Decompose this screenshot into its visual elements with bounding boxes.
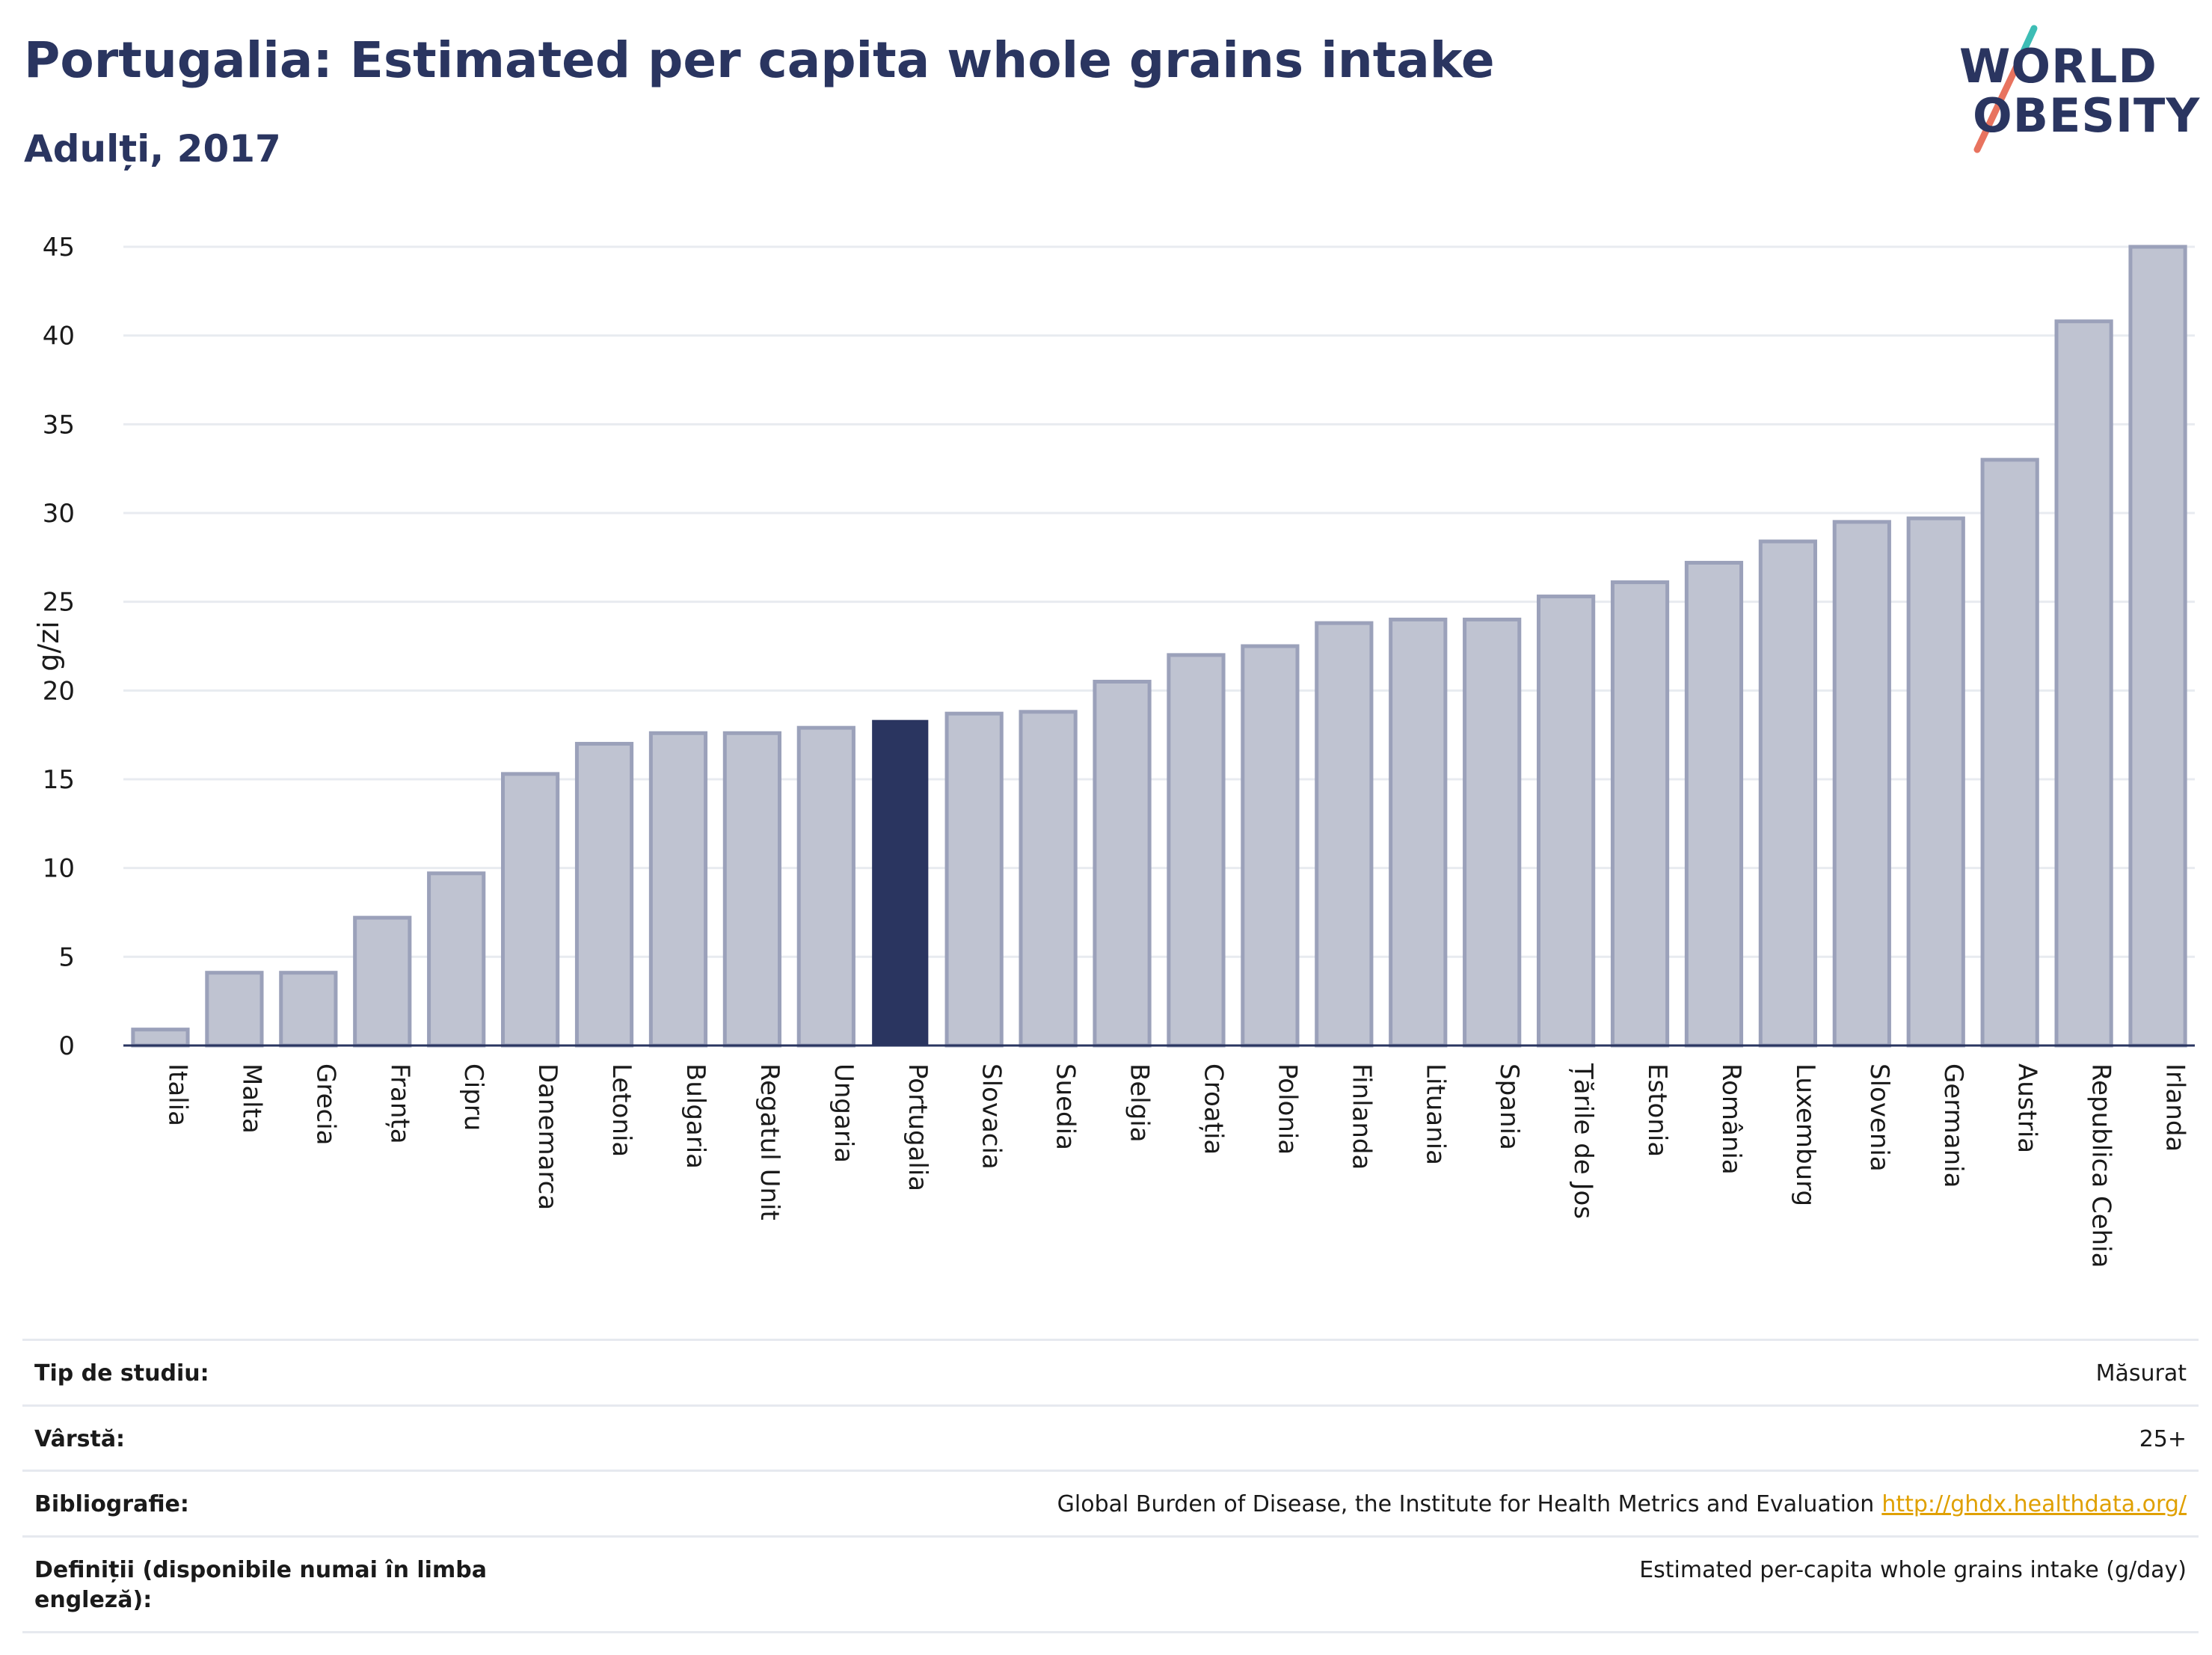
bar-țările-de-jos (1537, 595, 1596, 1048)
bar-italia (131, 1028, 190, 1048)
x-tick-label: Slovenia (1864, 1063, 1894, 1172)
bibliography-link[interactable]: http://ghdx.healthdata.org/ (1881, 1491, 2187, 1517)
x-tick-label: Spania (1494, 1063, 1524, 1150)
y-tick-label: 30 (43, 499, 75, 529)
tick-labels: 0 5 10 15 20 25 30 35 40 45 g/zi Italia Malta Grecia F… (32, 233, 2190, 1268)
info-row-bibliography: Bibliografie: Global Burden of Disease, … (22, 1470, 2199, 1535)
x-tick-label: Bulgaria (681, 1063, 710, 1169)
x-tick-label: Finlanda (1346, 1063, 1376, 1170)
info-label: Vârstă: (34, 1425, 126, 1452)
x-tick-label: Estonia (1642, 1063, 1672, 1157)
bar-croația (1167, 653, 1226, 1048)
info-table: Tip de studiu: Măsurat Vârstă: 25+ Bibli… (22, 1339, 2199, 1633)
x-tick-label: Germania (1938, 1063, 1968, 1188)
x-tick-label: Ungaria (829, 1063, 858, 1163)
info-value: Global Burden of Disease, the Institute … (1057, 1490, 2187, 1520)
chart-title: Portugalia: Estimated per capita whole g… (24, 31, 1495, 89)
info-value: Măsurat (2095, 1360, 2187, 1387)
bar-slovenia (1832, 520, 1891, 1048)
x-tick-label: Luxemburg (1790, 1063, 1820, 1206)
y-tick-label: 35 (43, 410, 75, 440)
x-tick-label: Regatul Unit (755, 1063, 784, 1220)
x-tick-label: Irlanda (2160, 1063, 2190, 1152)
y-tick-label: 45 (43, 233, 75, 262)
bar-bulgaria (648, 731, 708, 1048)
bibliography-text: Global Burden of Disease, the Institute … (1057, 1491, 1875, 1517)
y-tick-label: 25 (43, 588, 75, 618)
bar-suedia (1019, 710, 1078, 1048)
x-tick-label: România (1716, 1063, 1746, 1175)
world-obesity-logo: WORLD OBESITY (1944, 21, 2199, 163)
y-tick-label: 20 (43, 676, 75, 706)
bar-luxemburg (1758, 539, 1817, 1048)
info-row-age: Vârstă: 25+ (22, 1404, 2199, 1470)
logo-slash-bottom (1973, 61, 2021, 153)
logo-slash-top (2014, 25, 2038, 68)
x-tick-label: Cipru (458, 1063, 488, 1131)
logo-text-obesity: OBESITY (1973, 88, 2201, 143)
y-tick-label: 5 (58, 942, 75, 972)
info-row-definitions: Definiții (disponibile numai în limba en… (22, 1535, 2199, 1633)
bar-regatul-unit (722, 731, 781, 1048)
x-tick-label: Suedia (1051, 1063, 1081, 1150)
bar-polonia (1241, 644, 1300, 1048)
bar-danemarca (501, 772, 560, 1048)
x-tick-label: Republica Cehia (2086, 1063, 2116, 1268)
bar-franța (353, 915, 412, 1048)
bar-cipru (427, 871, 486, 1048)
x-tick-label: Malta (236, 1063, 266, 1134)
bar-grecia (279, 971, 338, 1048)
bars (131, 245, 2187, 1048)
chart-subtitle: Adulți, 2017 (24, 127, 281, 171)
bar-portugalia (872, 719, 929, 1046)
x-tick-label: Austria (2012, 1063, 2042, 1153)
info-value: Estimated per-capita whole grains intake… (1639, 1556, 2187, 1583)
y-tick-label: 40 (43, 322, 75, 351)
y-axis-label: g/zi (32, 621, 65, 671)
info-row-study-type: Tip de studiu: Măsurat (22, 1339, 2199, 1404)
bar-ungaria (796, 725, 855, 1048)
x-tick-label: Portugalia (903, 1063, 933, 1191)
info-label: Bibliografie: (34, 1491, 189, 1517)
x-tick-label: Danemarca (532, 1063, 562, 1210)
info-value: 25+ (2139, 1425, 2187, 1452)
bar-spania (1463, 617, 1522, 1048)
bar-finlanda (1315, 621, 1374, 1048)
bar-slovacia (944, 711, 1004, 1048)
bar-lituania (1389, 617, 1448, 1048)
info-label: Definiții (disponibile numai în limba en… (34, 1556, 487, 1614)
bar-estonia (1610, 580, 1670, 1048)
x-tick-label: Țările de Jos (1568, 1063, 1598, 1219)
x-tick-label: Franța (384, 1063, 414, 1144)
bar-germania (1906, 516, 1965, 1048)
bar-românia (1684, 560, 1744, 1048)
x-tick-label: Belgia (1125, 1063, 1155, 1143)
bar-republica-cehia (2054, 319, 2113, 1048)
bar-chart: 0 5 10 15 20 25 30 35 40 45 g/zi Italia Malta Grecia F… (32, 233, 2195, 1268)
bar-letonia (574, 742, 634, 1048)
bar-belgia (1093, 679, 1152, 1048)
bar-malta (205, 971, 264, 1048)
x-tick-label: Italia (162, 1063, 192, 1126)
x-tick-label: Polonia (1272, 1063, 1302, 1155)
x-tick-label: Lituania (1420, 1063, 1450, 1165)
bar-irlanda (2128, 245, 2187, 1048)
y-tick-label: 10 (43, 854, 75, 884)
y-tick-label: 0 (58, 1031, 75, 1061)
x-tick-label: Letonia (606, 1063, 636, 1157)
logo-slash-icon (1973, 25, 2038, 153)
x-tick-label: Slovacia (977, 1063, 1007, 1170)
x-tick-label: Croația (1198, 1063, 1228, 1155)
info-label: Tip de studiu: (34, 1360, 209, 1387)
logo-text-world: WORLD (1959, 39, 2157, 93)
x-tick-label: Grecia (310, 1063, 340, 1145)
bar-austria (1980, 458, 2039, 1048)
y-tick-label: 15 (43, 765, 75, 795)
